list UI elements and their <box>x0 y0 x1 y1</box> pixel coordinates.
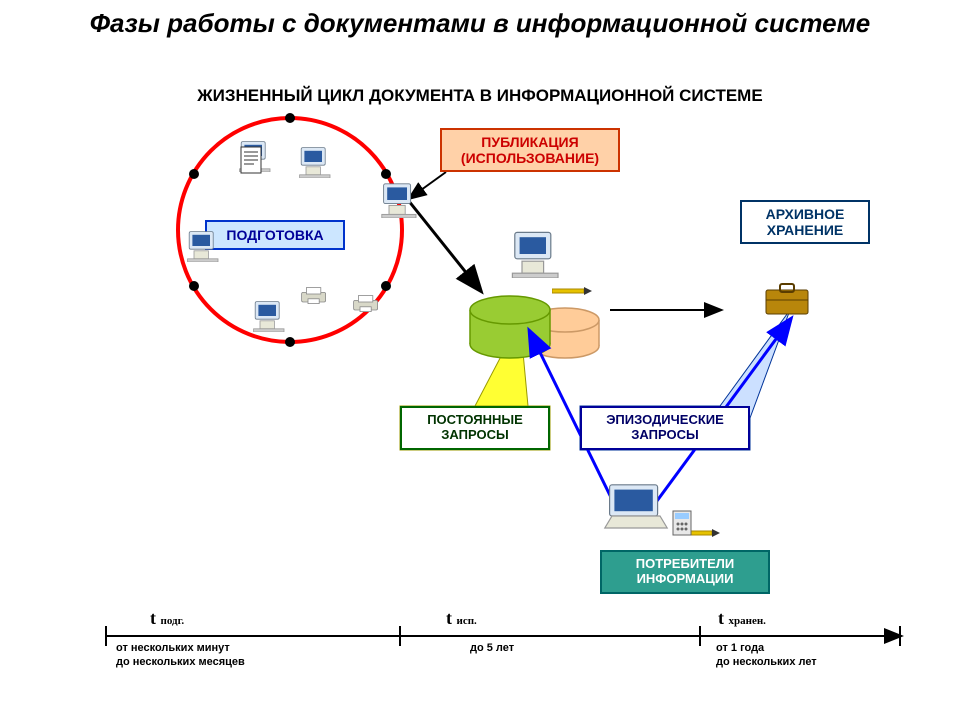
box-preparation-label: ПОДГОТОВКА <box>226 227 323 243</box>
page-title: Фазы работы с документами в информационн… <box>0 8 960 39</box>
timeline-desc: до 5 лет <box>470 642 514 654</box>
timeline-desc: до нескольких месяцев <box>116 656 245 668</box>
subtitle: ЖИЗНЕННЫЙ ЦИКЛ ДОКУМЕНТА В ИНФОРМАЦИОННО… <box>0 86 960 106</box>
computer-icon <box>186 230 220 266</box>
timeline-t: t хранен. <box>718 608 766 629</box>
timeline-desc: до нескольких лет <box>716 656 817 668</box>
diagram-svg <box>0 0 960 720</box>
box-constant-queries: ПОСТОЯННЫЕЗАПРОСЫ <box>400 406 550 450</box>
laptop-icon <box>600 480 672 539</box>
printer-icon <box>300 286 327 309</box>
timeline-t: t исп. <box>446 608 477 629</box>
box-consumers: ПОТРЕБИТЕЛИИНФОРМАЦИИ <box>600 550 770 594</box>
calculator-icon <box>672 510 692 541</box>
timeline-desc: от 1 года <box>716 642 764 654</box>
computer-icon <box>252 300 286 336</box>
box-episodic-queries: ЭПИЗОДИЧЕСКИЕЗАПРОСЫ <box>580 406 750 450</box>
box-archive: АРХИВНОЕХРАНЕНИЕ <box>740 200 870 244</box>
computer-icon <box>298 146 332 182</box>
box-publication: ПУБЛИКАЦИЯ(ИСПОЛЬЗОВАНИЕ) <box>440 128 620 172</box>
box-preparation: ПОДГОТОВКА <box>205 220 345 250</box>
computer-icon <box>380 182 418 223</box>
printer-icon <box>352 294 379 317</box>
document-icon <box>240 146 262 179</box>
computer-icon <box>510 230 560 284</box>
timeline-desc: от нескольких минут <box>116 642 230 654</box>
briefcase-icon <box>762 280 812 321</box>
pencil-icon <box>552 282 592 300</box>
timeline-t: t подг. <box>150 608 184 629</box>
